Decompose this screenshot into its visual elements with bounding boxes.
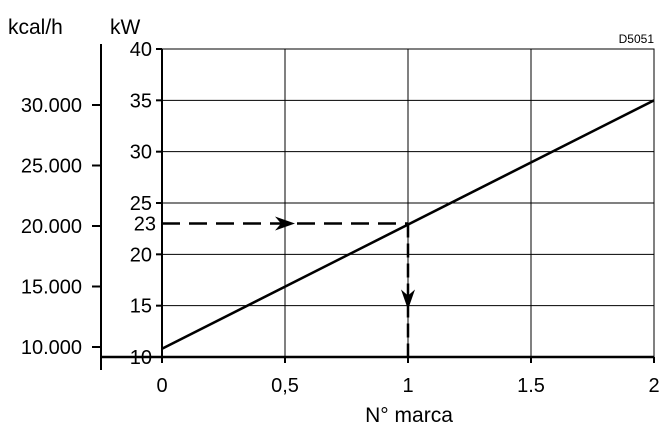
left-axis-unit: kcal/h: [8, 16, 63, 39]
tick-labels: 0 0,5 1 1.5 2 10 15 20 25 30 35 40 10.000 15.000 20.00…: [21, 39, 659, 397]
kw-tick-label: 15: [130, 296, 152, 318]
kcal-tick-label: 20.000: [21, 216, 82, 238]
x-tick-label: 1: [402, 375, 413, 397]
kw-tick-label: 20: [130, 244, 152, 266]
axes: [92, 44, 655, 370]
right-axis-unit: kW: [110, 16, 141, 39]
kcal-tick-label: 15.000: [21, 277, 82, 299]
x-tick-label: 1.5: [517, 375, 545, 397]
annotation: 23: [134, 214, 415, 357]
figure-code: D5051: [619, 32, 655, 46]
kw-tick-label: 40: [130, 39, 152, 61]
kcal-tick-label: 10.000: [21, 337, 82, 359]
kw-tick-label: 30: [130, 142, 152, 164]
annotation-value: 23: [134, 214, 156, 236]
x-tick-label: 0,5: [271, 375, 299, 397]
x-tick-label: 2: [648, 375, 659, 397]
kcal-tick-label: 30.000: [21, 95, 82, 117]
kw-tick-label: 35: [130, 90, 152, 112]
kw-tick-label: 25: [130, 193, 152, 215]
x-tick-label: 0: [156, 375, 167, 397]
x-axis-label: N° marca: [365, 404, 453, 427]
kcal-tick-label: 25.000: [21, 156, 82, 178]
kw-tick-label: 10: [130, 347, 152, 369]
